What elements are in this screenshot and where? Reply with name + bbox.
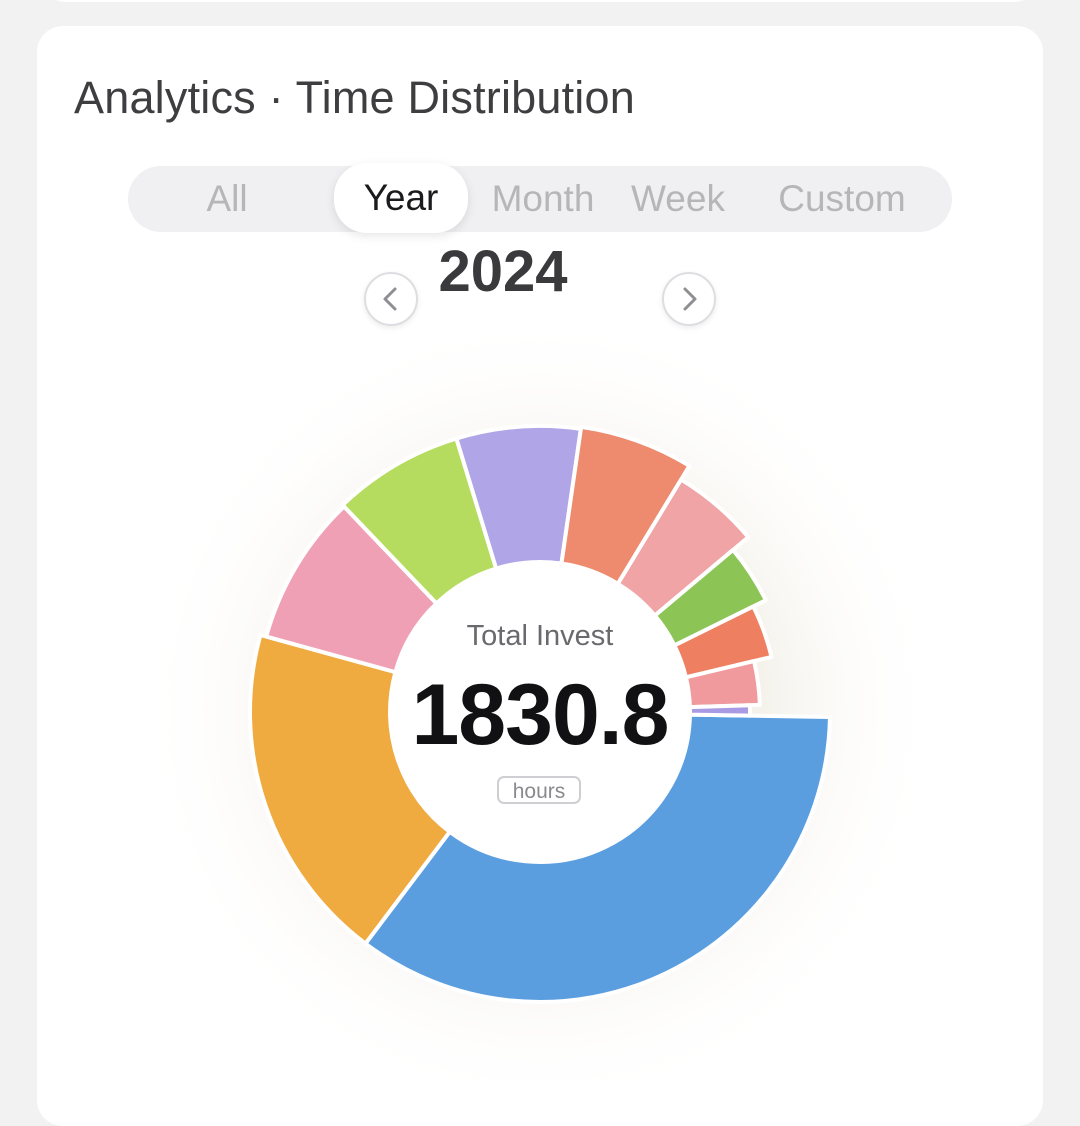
donut-slice-4[interactable] — [340, 436, 499, 606]
tab-all[interactable]: All — [206, 178, 248, 219]
total-label: Total Invest — [466, 620, 614, 652]
donut-slice-7[interactable] — [615, 477, 751, 618]
chevron-left-icon — [383, 287, 397, 311]
current-year: 2024 — [438, 239, 568, 304]
donut-slice-2[interactable] — [248, 632, 452, 946]
tab-week[interactable]: Week — [631, 178, 725, 219]
donut-hole — [390, 562, 690, 862]
next-year-button[interactable] — [662, 272, 716, 326]
tab-custom[interactable]: Custom — [778, 178, 906, 219]
tab-month[interactable]: Month — [491, 178, 595, 219]
donut-slice-10[interactable] — [683, 659, 762, 710]
donut-slice-11[interactable] — [687, 703, 752, 718]
donut-slice-9[interactable] — [672, 604, 774, 680]
time-distribution-donut-chart — [140, 312, 940, 1080]
donut-slice-1[interactable] — [363, 712, 832, 1004]
previous-year-button[interactable] — [364, 272, 418, 326]
donut-slice-6[interactable] — [559, 424, 692, 586]
donut-slice-8[interactable] — [652, 547, 768, 648]
previous-card — [44, 0, 1036, 2]
unit-badge: hours — [497, 776, 581, 804]
donut-slice-3[interactable] — [264, 504, 439, 675]
total-value: 1830.8 — [411, 667, 669, 763]
page-title: Analytics · Time Distribution — [74, 72, 635, 123]
period-segmented-control: All Year Month Week Custom — [128, 163, 952, 233]
chevron-right-icon — [683, 287, 697, 311]
tab-year[interactable]: Year — [334, 163, 468, 233]
